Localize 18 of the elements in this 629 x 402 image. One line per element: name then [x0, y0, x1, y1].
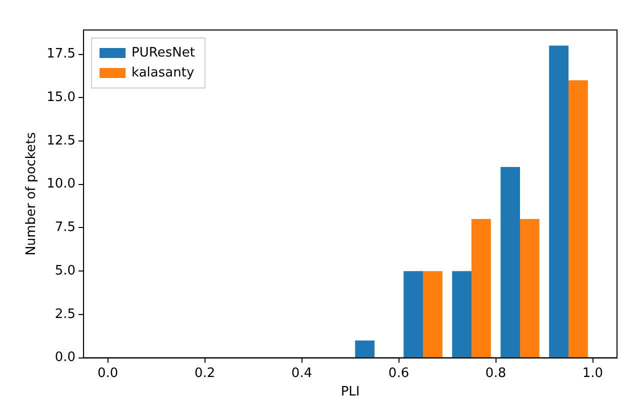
y-tick-label: 0.0 — [54, 350, 76, 366]
y-tick-label: 2.5 — [54, 306, 76, 322]
x-tick-label: 0.2 — [194, 366, 216, 381]
y-tick-label: 15.0 — [46, 90, 76, 106]
x-tick-label: 0.4 — [291, 366, 312, 381]
legend-label: PUResNet — [132, 45, 195, 60]
x-tick-label: 1.0 — [582, 366, 604, 381]
y-tick-label: 5.0 — [54, 263, 76, 278]
y-axis-title: Number of pockets — [24, 132, 40, 256]
y-tick-label: 12.5 — [46, 133, 76, 148]
x-tick-label: 0.6 — [388, 366, 410, 381]
y-tick-label: 7.5 — [54, 220, 76, 236]
x-tick-label: 0.0 — [97, 366, 118, 381]
y-tick-label: 10.0 — [46, 176, 76, 192]
legend-label: kalasanty — [132, 65, 194, 80]
x-tick-label: 0.8 — [485, 366, 506, 381]
y-tick-label: 17.5 — [46, 46, 76, 62]
x-axis-title: PLI — [340, 384, 360, 400]
